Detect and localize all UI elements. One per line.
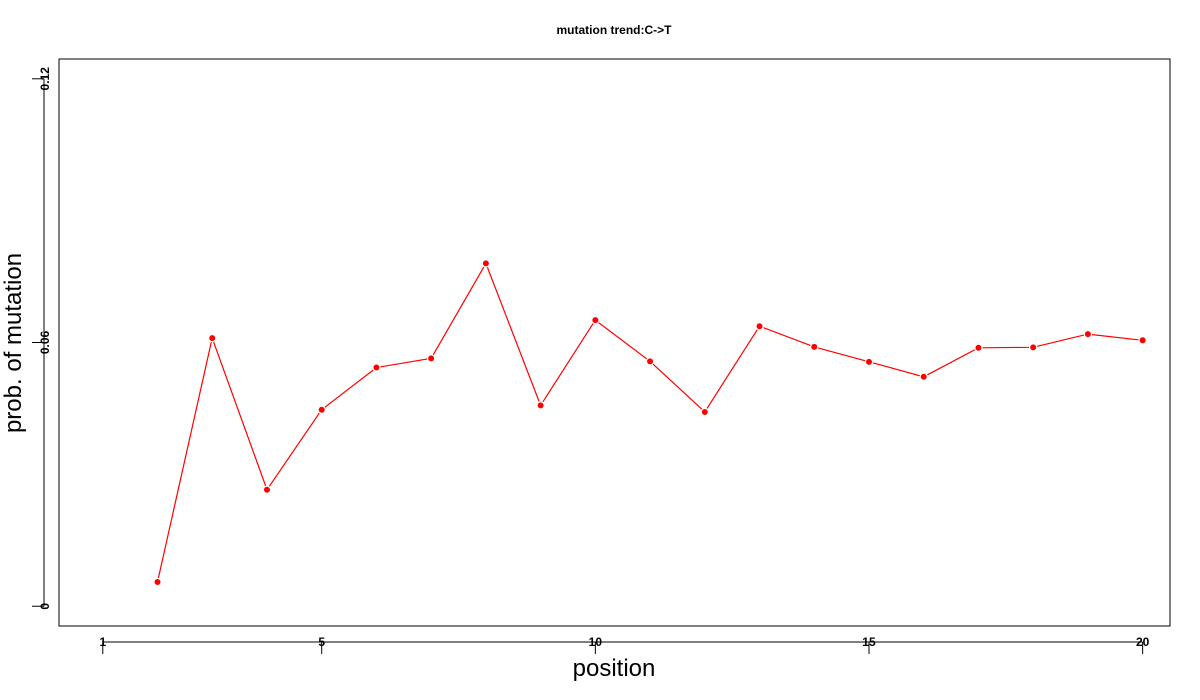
data-point (700, 407, 710, 417)
data-point (426, 354, 436, 363)
y-tick-label: 0.06 (38, 330, 52, 354)
chart-title: mutation trend:C->T (557, 23, 673, 37)
data-point (591, 315, 600, 325)
data-point (755, 322, 764, 331)
x-tick-label: 20 (1136, 635, 1150, 649)
data-point (208, 333, 217, 343)
data-point (262, 485, 272, 494)
y-tick-label: 0.12 (38, 67, 52, 91)
data-point (919, 372, 928, 381)
x-tick-label: 15 (862, 635, 876, 649)
data-point (372, 363, 381, 372)
y-axis: 0 0.06 0.12 (32, 67, 52, 610)
data-point (974, 343, 983, 352)
x-axis-label: position (573, 655, 656, 682)
data-point (1138, 336, 1147, 345)
plot-frame (58, 58, 1171, 627)
data-points (153, 259, 1147, 587)
data-point (1028, 343, 1038, 352)
data-point (645, 357, 655, 366)
data-point (481, 259, 491, 268)
data-point (536, 401, 545, 410)
data-point (1083, 329, 1093, 339)
data-point (317, 405, 326, 414)
x-tick-label: 5 (318, 635, 325, 649)
x-axis: 1 5 10 15 20 (99, 635, 1150, 654)
data-point (864, 357, 874, 367)
x-tick-label: 1 (99, 635, 106, 649)
data-point (810, 342, 819, 352)
y-tick-label: 0 (38, 603, 52, 610)
x-tick-label: 10 (589, 635, 603, 649)
data-point (153, 577, 162, 587)
y-axis-label: prob. of mutation (0, 253, 27, 433)
